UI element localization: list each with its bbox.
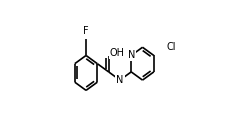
Text: N: N — [116, 75, 123, 85]
Text: N: N — [127, 51, 134, 60]
Text: Cl: Cl — [165, 42, 175, 52]
Text: F: F — [83, 26, 88, 36]
Text: OH: OH — [109, 48, 124, 58]
